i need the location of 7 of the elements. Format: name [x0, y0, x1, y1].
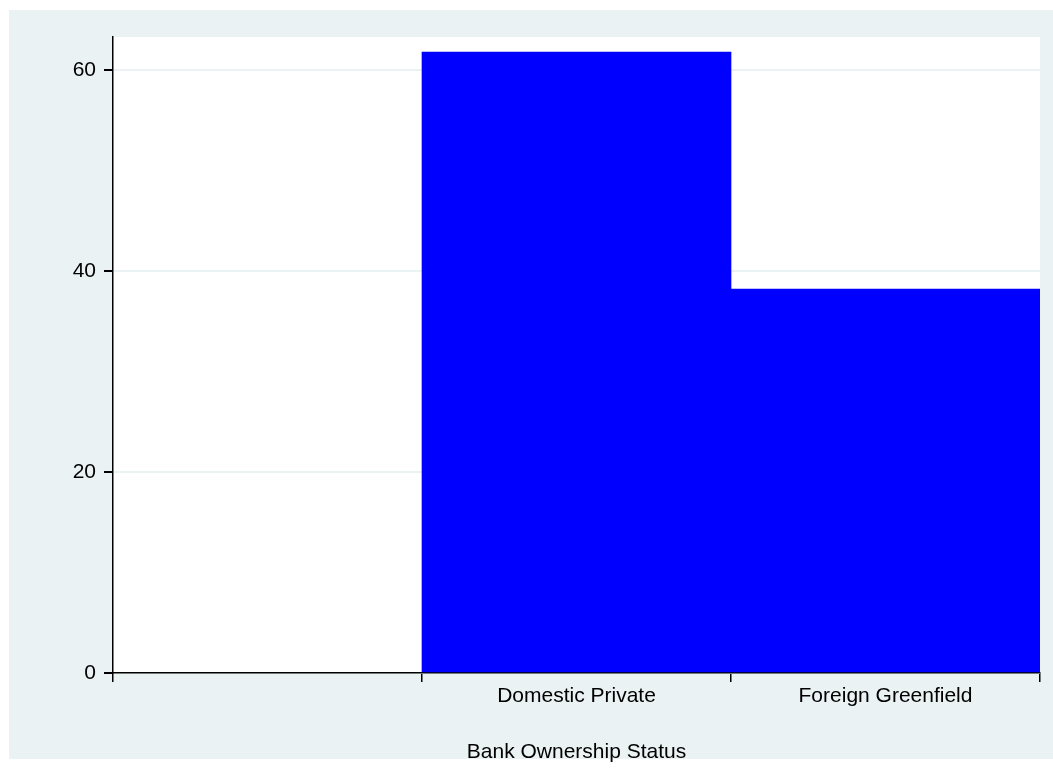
y-tick-label: 40 [72, 257, 96, 281]
x-tick-label: Foreign Greenfield [798, 683, 973, 707]
x-axis-title: Bank Ownership Status [466, 739, 687, 763]
x-tick-label: Domestic Private [497, 683, 656, 707]
y-tick-label: 60 [72, 56, 96, 80]
y-tick-label: 20 [72, 458, 96, 482]
y-tick-label: 0 [84, 659, 96, 683]
